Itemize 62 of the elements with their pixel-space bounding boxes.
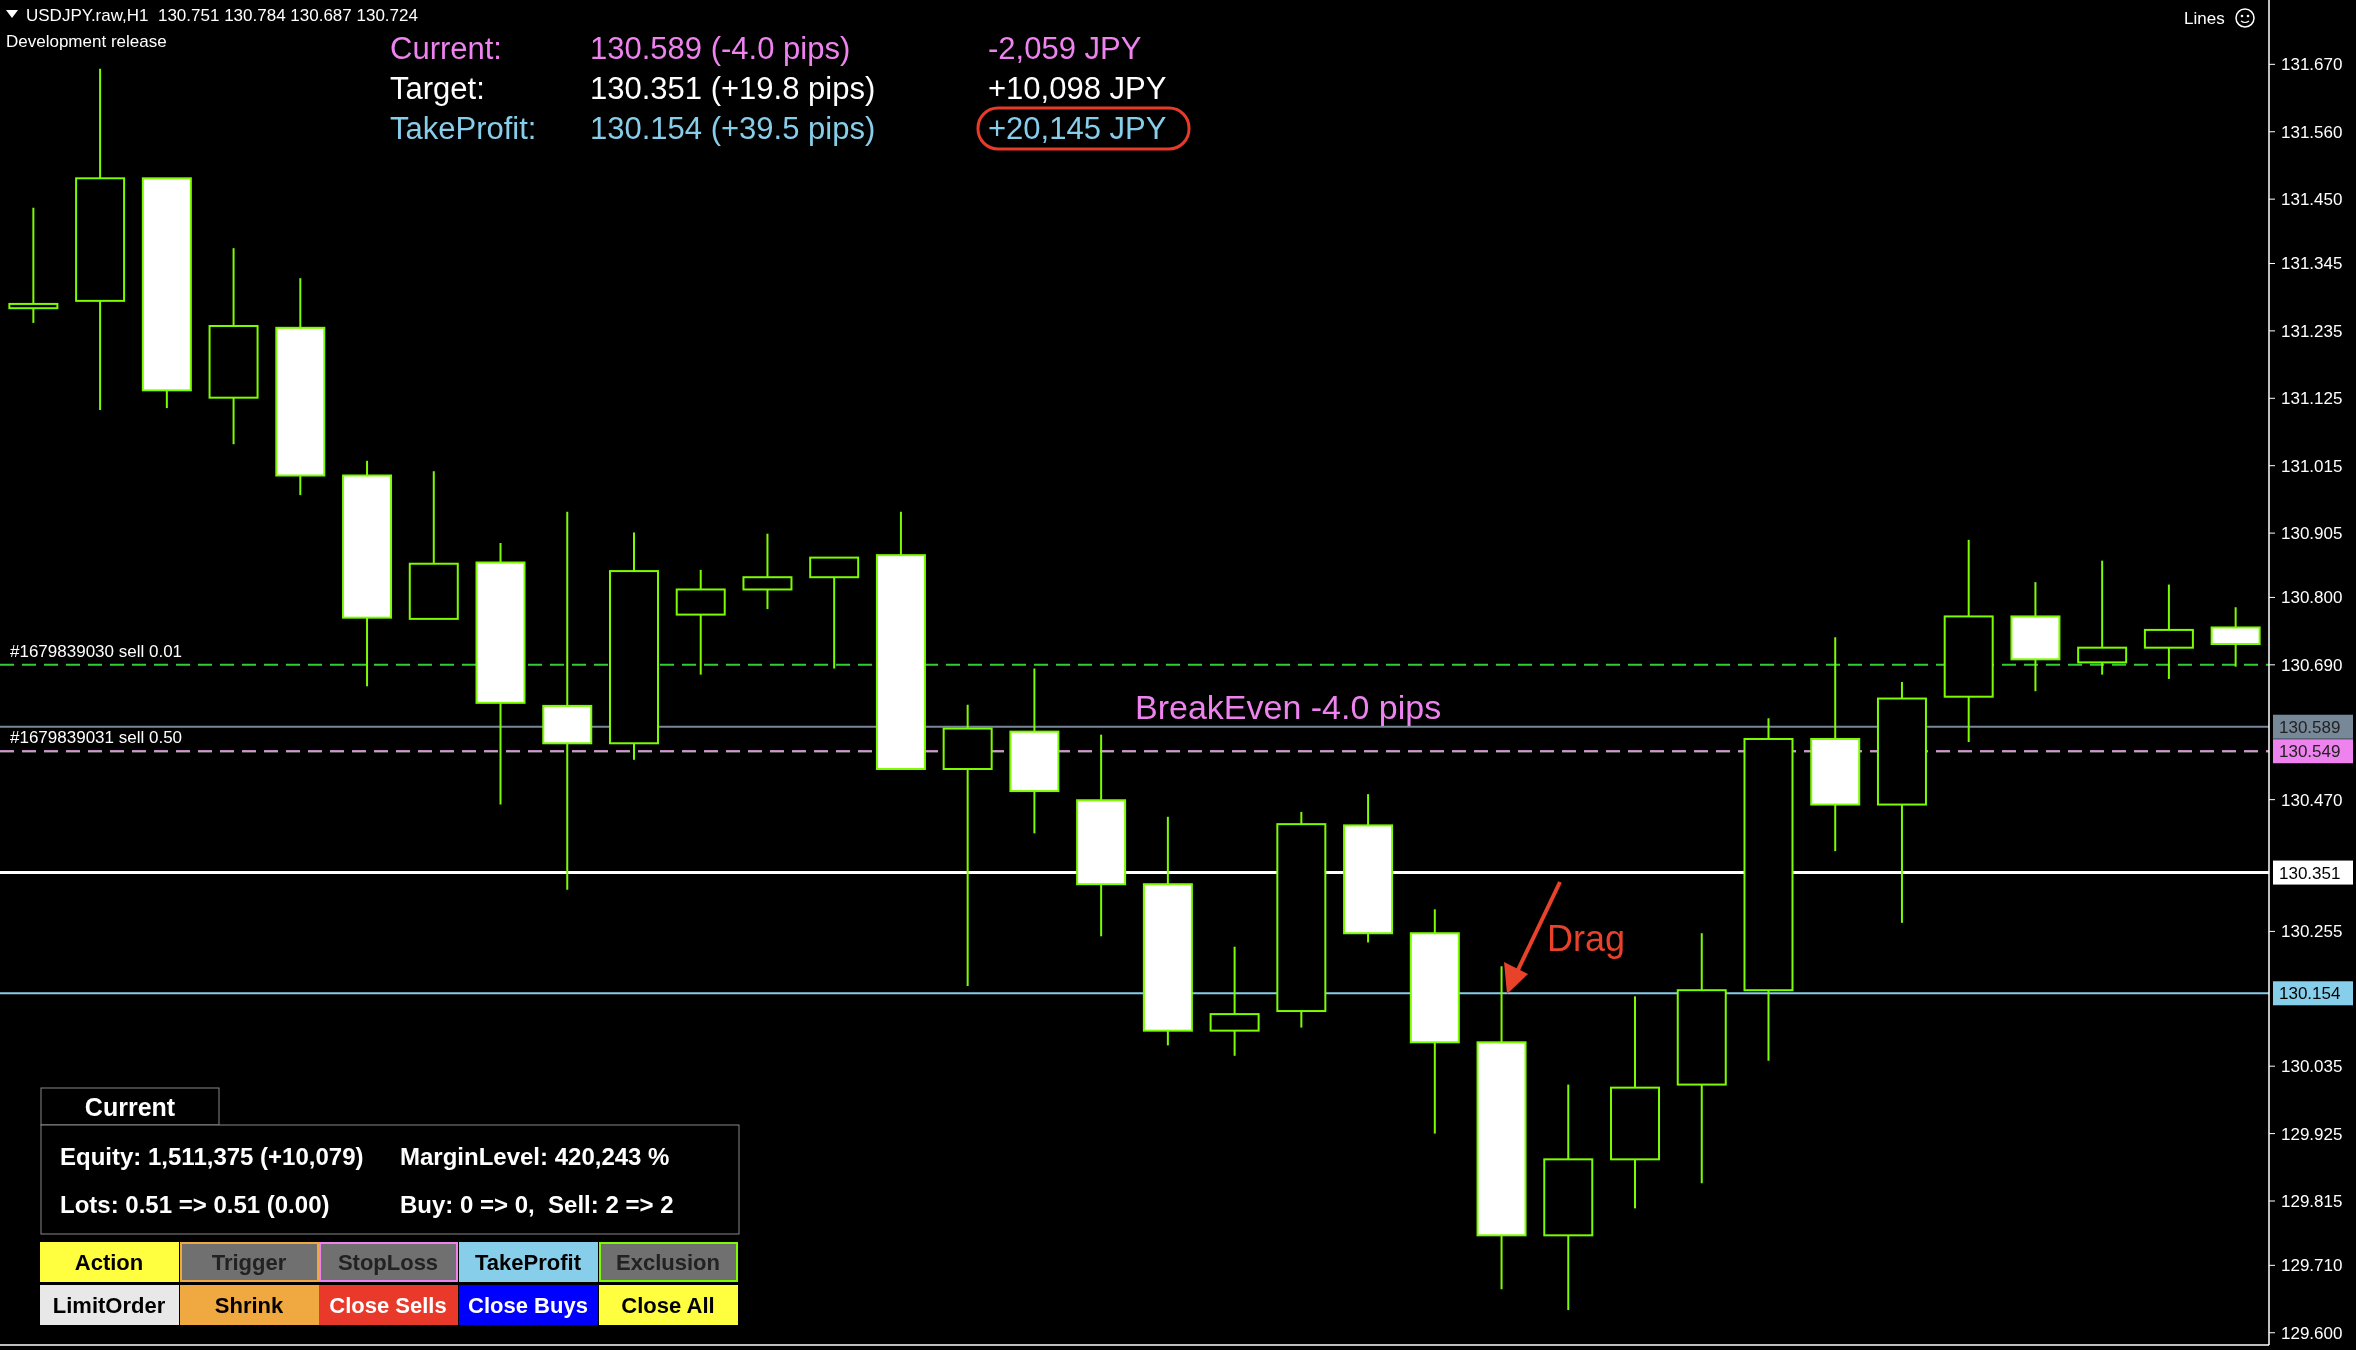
button: TakeProfit: [459, 1242, 598, 1282]
annotation: +20,145 JPY: [988, 110, 1167, 146]
annotation: Exclusion: [616, 1249, 720, 1275]
annotation: Current:: [390, 30, 502, 66]
annotation: -2,059 JPY: [988, 30, 1142, 66]
annotation: Close Sells: [329, 1292, 447, 1318]
y-tick-label: 130.905: [2281, 524, 2343, 544]
annotation: Target:: [390, 70, 485, 106]
ref-line-label: 130.351: [2279, 863, 2341, 883]
y-tick-label: 130.255: [2281, 922, 2343, 942]
annotation: Equity: 1,511,375 (+10,079): [60, 1143, 364, 1171]
annotation: StopLoss: [337, 1249, 439, 1275]
button: Shrink: [180, 1285, 319, 1325]
annotation: 130.589 (-4.0 pips): [590, 30, 851, 66]
y-tick-label: 129.815: [2281, 1191, 2343, 1211]
annotation: Action: [74, 1249, 144, 1275]
annotation: Buy: 0 => 0, Sell: 2 => 2: [400, 1191, 674, 1219]
annotation: 130.154 (+39.5 pips): [590, 110, 876, 146]
y-tick-label: 131.015: [2281, 456, 2343, 476]
annotation: 130.351 (+19.8 pips): [590, 70, 876, 106]
y-tick-label: 131.560: [2281, 122, 2343, 142]
button: LimitOrder: [40, 1285, 179, 1325]
button: Trigger: [180, 1242, 319, 1282]
annotation: Close Buys: [468, 1292, 588, 1318]
annotation: LimitOrder: [52, 1292, 166, 1318]
annotation: Lines: [2184, 8, 2225, 28]
button: StopLoss: [319, 1242, 458, 1282]
y-tick-label: 131.345: [2281, 254, 2343, 274]
button: Close All: [599, 1285, 738, 1325]
annotation: Current: [84, 1092, 176, 1121]
annotation: Lots: 0.51 => 0.51 (0.00): [60, 1191, 330, 1219]
button: Exclusion: [599, 1242, 738, 1282]
y-tick-label: 129.925: [2281, 1124, 2343, 1144]
y-tick-label: 130.800: [2281, 588, 2343, 608]
ref-line-label: #1679839030 sell 0.01: [10, 641, 183, 661]
y-tick-label: 129.710: [2281, 1256, 2343, 1276]
annotation: Development release: [6, 31, 167, 51]
ref-line-label: 130.589: [2279, 717, 2341, 737]
y-tick-label: 129.600: [2281, 1323, 2343, 1343]
annotation: Shrink: [214, 1292, 284, 1318]
annotation: Trigger: [211, 1249, 287, 1275]
y-tick-label: 130.035: [2281, 1057, 2343, 1077]
button: Close Buys: [459, 1285, 598, 1325]
ref-line-label: 130.154: [2279, 984, 2341, 1004]
y-tick-label: 131.450: [2281, 190, 2343, 210]
y-tick-label: 131.235: [2281, 321, 2343, 341]
y-tick-label: 131.125: [2281, 389, 2343, 409]
button: Action: [40, 1242, 179, 1282]
button: Close Sells: [319, 1285, 458, 1325]
annotation: Close All: [621, 1292, 715, 1318]
annotation: +10,098 JPY: [988, 70, 1167, 106]
annotation: BreakEven -4.0 pips: [1135, 688, 1442, 727]
ref-line-label: #1679839031 sell 0.50: [10, 728, 183, 748]
y-tick-label: 130.690: [2281, 655, 2343, 675]
y-tick-label: 130.470: [2281, 790, 2343, 810]
chart-title: USDJPY.raw,H1 130.751 130.784 130.687 130.724: [26, 5, 418, 25]
annotation: TakeProfit:: [390, 110, 537, 146]
annotation: MarginLevel: 420,243 %: [400, 1143, 670, 1171]
y-tick-label: 131.670: [2281, 55, 2343, 75]
annotation: Drag: [1547, 917, 1626, 959]
annotation: TakeProfit: [475, 1249, 582, 1275]
ref-line-label: 130.549: [2279, 742, 2341, 762]
